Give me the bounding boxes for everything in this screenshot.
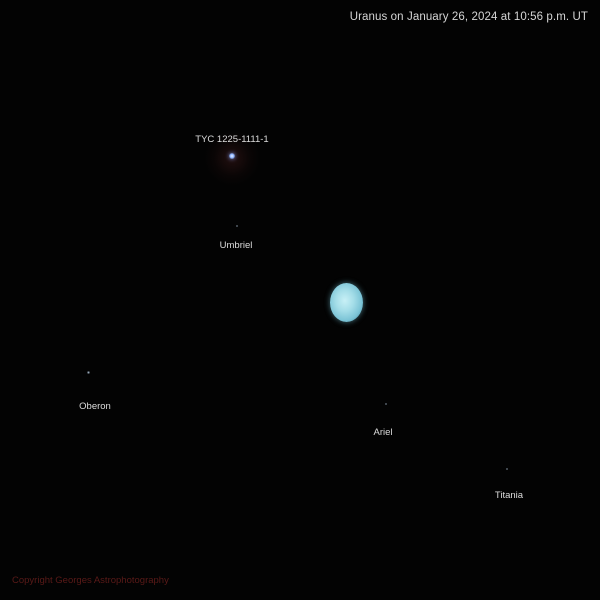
moon-oberon <box>87 371 90 374</box>
titania-label: Titania <box>495 490 523 501</box>
star-label: TYC 1225-1111-1 <box>195 134 268 145</box>
moon-titania <box>506 468 508 470</box>
umbriel-label: Umbriel <box>220 240 253 251</box>
oberon-label: Oberon <box>79 401 111 412</box>
ariel-label: Ariel <box>373 427 392 438</box>
moon-ariel <box>385 403 387 405</box>
star-point <box>229 153 235 159</box>
uranus-planet <box>330 283 363 322</box>
image-caption: Uranus on January 26, 2024 at 10:56 p.m.… <box>350 11 588 23</box>
moon-umbriel <box>236 225 238 227</box>
copyright-watermark: Copyright Georges Astrophotography <box>12 575 169 586</box>
